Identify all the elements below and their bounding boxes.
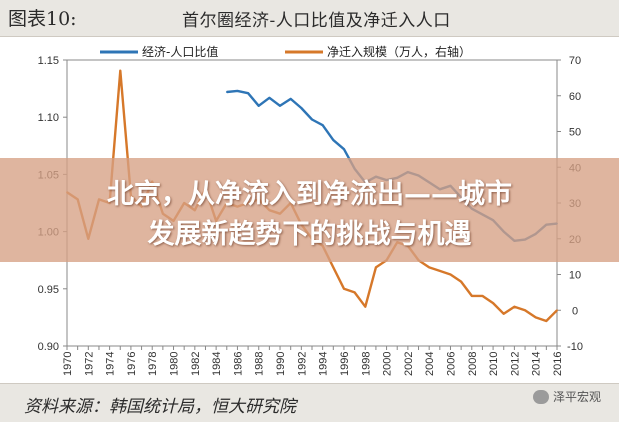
x-tick-label: 2004 bbox=[424, 352, 436, 376]
legend: 经济-人口比值 净迁入规模（万人，右轴） bbox=[100, 44, 471, 59]
data-point-series2 bbox=[460, 280, 462, 283]
x-tick-label: 1984 bbox=[211, 352, 223, 376]
x-tick-label: 1988 bbox=[254, 352, 266, 376]
data-point-series2 bbox=[428, 266, 431, 269]
x-tick-label: 1972 bbox=[83, 352, 95, 376]
y-right-tick-label: -10 bbox=[567, 341, 583, 353]
article-banner bbox=[0, 158, 619, 262]
data-point-series1 bbox=[268, 96, 271, 99]
x-tick-label: 1986 bbox=[232, 352, 244, 376]
data-point-series2 bbox=[375, 266, 377, 269]
x-tick-label: 1976 bbox=[126, 352, 138, 376]
data-point-series2 bbox=[502, 312, 505, 315]
y-right-tick-label: 50 bbox=[569, 127, 581, 139]
x-tick-label: 2002 bbox=[403, 352, 415, 376]
x-tick-label: 1970 bbox=[62, 352, 74, 376]
x-tick-label: 2012 bbox=[509, 352, 521, 376]
x-tick-label: 2010 bbox=[488, 352, 500, 376]
data-point-series1 bbox=[343, 148, 345, 151]
data-point-series1 bbox=[236, 90, 239, 92]
figure-footer bbox=[0, 383, 619, 422]
data-point-series2 bbox=[534, 316, 537, 319]
x-tick-label: 2008 bbox=[467, 352, 479, 376]
data-point-series1 bbox=[311, 118, 313, 121]
data-point-series2 bbox=[513, 305, 516, 308]
y-right-tick-label: 0 bbox=[572, 305, 578, 317]
data-point-series2 bbox=[353, 291, 356, 294]
chart-canvas: 0.900.951.001.051.101.15-100102030405060… bbox=[38, 44, 583, 376]
figure-header: 图表10: 首尔圈经济-人口比值及净迁入人口 bbox=[0, 0, 619, 37]
x-tick-label: 1992 bbox=[296, 352, 308, 376]
x-tick-label: 1990 bbox=[275, 352, 287, 376]
banner-title-line-1: 北京，从净流入到净流出——城市 bbox=[107, 179, 512, 210]
data-point-series2 bbox=[545, 320, 548, 322]
figure-label: 图表10: bbox=[8, 8, 77, 30]
data-point-series2 bbox=[343, 287, 345, 290]
y-left-tick-label: 0.90 bbox=[38, 341, 59, 353]
y-left-tick-label: 1.15 bbox=[38, 55, 59, 67]
data-point-series1 bbox=[225, 91, 228, 93]
data-point-series2 bbox=[481, 295, 484, 297]
data-point-series1 bbox=[300, 107, 303, 109]
data-point-series2 bbox=[449, 273, 452, 276]
banner-title-line-2: 发展新趋势下的挑战与机遇 bbox=[147, 219, 472, 250]
data-point-series2 bbox=[119, 69, 122, 72]
x-tick-label: 1978 bbox=[147, 352, 159, 376]
data-point-series2 bbox=[438, 270, 441, 272]
y-left-tick-label: 1.10 bbox=[38, 112, 59, 124]
y-right-tick-label: 10 bbox=[569, 270, 581, 282]
x-tick-label: 1996 bbox=[339, 352, 351, 376]
x-tick-label: 2006 bbox=[445, 352, 457, 376]
data-point-series2 bbox=[524, 309, 526, 312]
data-point-series2 bbox=[492, 302, 494, 304]
figure-title: 首尔圈经济-人口比值及净迁入人口 bbox=[182, 11, 451, 31]
data-point-series1 bbox=[247, 92, 250, 95]
watermark: 泽平宏观 bbox=[532, 388, 601, 405]
data-point-series1 bbox=[289, 98, 292, 100]
x-tick-label: 1980 bbox=[169, 352, 181, 376]
data-point-series1 bbox=[257, 104, 260, 107]
data-point-series2 bbox=[364, 305, 367, 308]
data-point-series1 bbox=[279, 104, 281, 107]
legend-label-series2: 净迁入规模（万人，右轴） bbox=[327, 44, 471, 59]
x-tick-label: 1994 bbox=[318, 352, 330, 376]
data-point-series1 bbox=[332, 139, 335, 142]
x-tick-label: 1982 bbox=[190, 352, 202, 376]
y-right-tick-label: 70 bbox=[569, 55, 581, 67]
x-tick-label: 1974 bbox=[105, 352, 117, 376]
x-tick-label: 2014 bbox=[531, 352, 543, 376]
data-point-series2 bbox=[556, 309, 558, 312]
data-point-series1 bbox=[321, 124, 324, 127]
source-note: 资料来源：韩国统计局，恒大研究院 bbox=[24, 397, 296, 417]
legend-label-series1: 经济-人口比值 bbox=[142, 44, 218, 59]
watermark-text: 泽平宏观 bbox=[552, 390, 601, 404]
y-right-tick-label: 60 bbox=[569, 91, 581, 103]
y-left-tick-label: 0.95 bbox=[38, 284, 59, 296]
x-tick-label: 2016 bbox=[552, 352, 564, 376]
data-point-series2 bbox=[470, 295, 473, 297]
x-tick-label: 1998 bbox=[360, 352, 372, 376]
wechat-icon bbox=[532, 389, 549, 404]
x-tick-label: 2000 bbox=[382, 352, 394, 376]
data-point-series2 bbox=[332, 266, 335, 269]
